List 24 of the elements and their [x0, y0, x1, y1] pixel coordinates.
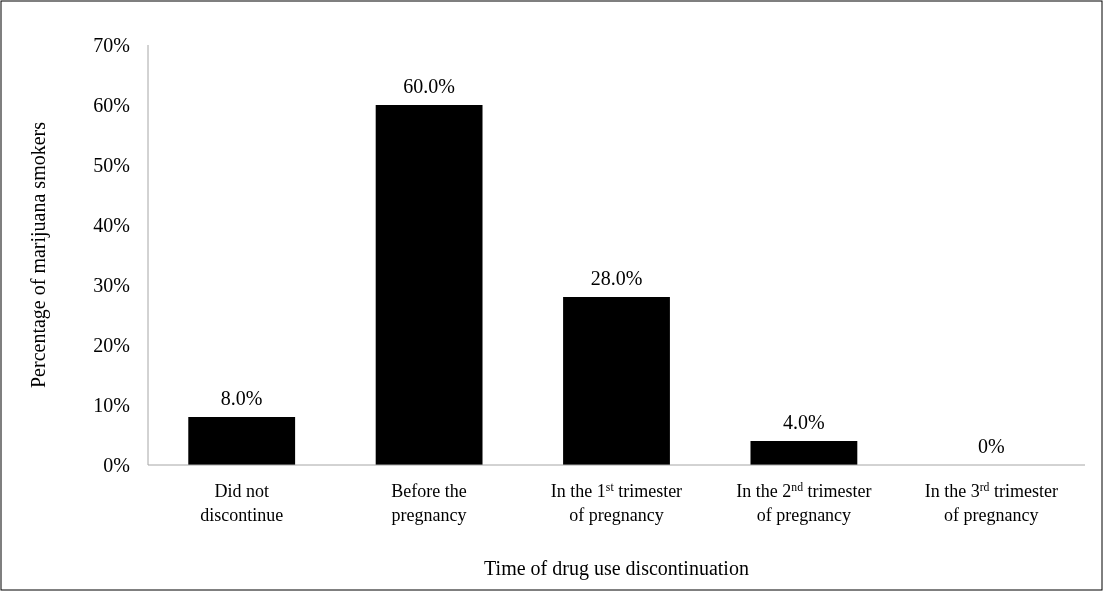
y-tick-label: 40%	[93, 214, 130, 236]
x-tick-label: In the 2$^{nd}$ trimester of pregnancy	[736, 480, 872, 525]
bar	[188, 417, 296, 465]
x-tick-label: Before the pregnancy	[391, 481, 467, 525]
x-tick-label: In the 3$^{rd}$ trimester of pregnancy	[924, 480, 1058, 525]
data-label: 28.0%	[590, 267, 643, 289]
y-axis-title: Percentage of marijuana smokers	[27, 121, 50, 389]
y-tick-label: 0%	[103, 454, 130, 476]
data-label: 8.0%	[220, 387, 263, 409]
y-tick-label: 20%	[93, 334, 130, 356]
x-axis-title: Time of drug use discontinuation	[484, 557, 749, 580]
x-tick-label: In the 1$^{st}$ trimester of pregnancy	[550, 480, 683, 525]
data-label: 4.0%	[783, 411, 825, 433]
y-tick-label: 10%	[93, 394, 130, 416]
bar	[750, 441, 858, 465]
bar	[563, 297, 670, 465]
x-tick-label: Did not discontinue	[200, 481, 284, 525]
data-label: 0%	[977, 435, 1005, 457]
y-tick-label: 60%	[93, 94, 130, 116]
y-tick-label: 50%	[93, 154, 130, 176]
y-tick-label: 30%	[93, 274, 130, 296]
y-tick-label: 70%	[93, 34, 130, 56]
bar	[375, 105, 483, 465]
data-label: 60.0%	[403, 75, 455, 97]
